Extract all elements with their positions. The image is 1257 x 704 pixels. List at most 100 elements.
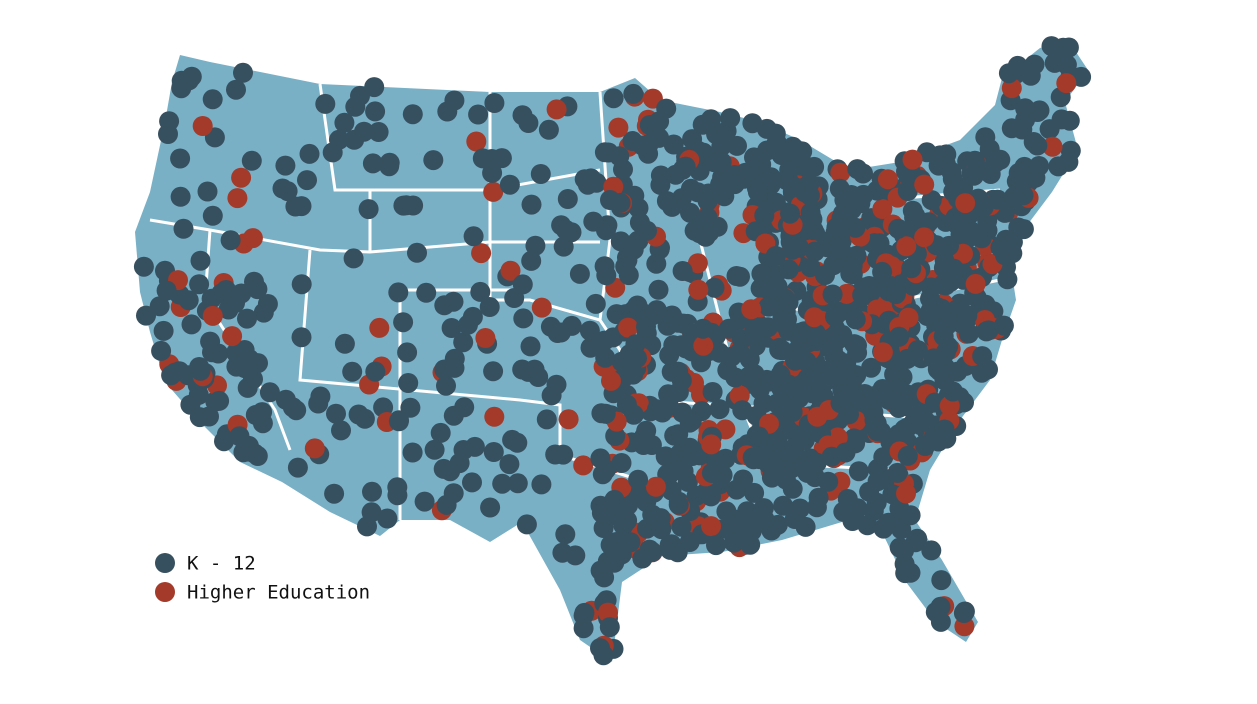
location-dot: [701, 516, 722, 537]
location-dot: [170, 186, 191, 207]
location-dot: [159, 111, 180, 132]
location-dot: [682, 446, 703, 466]
location-dot: [732, 400, 753, 421]
location-dot: [885, 284, 906, 305]
location-dot: [599, 617, 620, 638]
location-dot: [754, 205, 775, 226]
location-dots: [133, 36, 1092, 666]
location-dot: [291, 274, 312, 295]
location-dot: [222, 326, 243, 347]
location-dot: [287, 457, 308, 478]
location-dot: [897, 181, 918, 201]
location-dot: [299, 143, 320, 164]
location-dot: [136, 305, 156, 326]
location-dot: [671, 516, 692, 537]
location-dot: [818, 471, 839, 492]
location-dot: [577, 174, 598, 195]
location-dot: [546, 99, 567, 120]
location-dot: [770, 364, 791, 385]
location-dot: [744, 147, 764, 168]
location-dot: [824, 345, 845, 366]
location-dot: [453, 332, 474, 353]
location-dot: [627, 295, 648, 316]
location-dot: [458, 314, 478, 335]
location-dot: [530, 164, 551, 184]
location-dot: [710, 174, 731, 195]
location-dot: [804, 241, 825, 262]
location-dot: [484, 93, 505, 113]
location-dot: [521, 250, 542, 271]
location-dot: [611, 351, 632, 372]
location-dot: [475, 328, 496, 348]
location-dot: [894, 540, 914, 561]
location-dot: [930, 611, 951, 632]
location-dot: [822, 284, 843, 305]
location-dot: [618, 317, 639, 338]
location-dot: [1012, 119, 1033, 140]
location-dot: [173, 218, 194, 239]
location-dot: [898, 307, 919, 328]
location-dot: [701, 486, 721, 507]
location-dot: [443, 291, 464, 312]
location-dot: [471, 243, 492, 264]
location-dot: [466, 131, 487, 152]
location-dot: [257, 294, 278, 314]
location-dot: [368, 122, 389, 142]
location-dot: [778, 259, 799, 280]
location-dot: [585, 293, 606, 314]
location-dot: [651, 519, 672, 540]
location-dot: [636, 316, 656, 337]
location-dot: [902, 200, 923, 221]
location-dot: [601, 370, 621, 391]
location-dot: [953, 603, 974, 623]
location-dot: [825, 306, 845, 327]
location-dot: [697, 207, 718, 228]
location-dot: [590, 448, 611, 469]
location-dot: [297, 170, 317, 191]
location-dot: [430, 422, 451, 443]
location-dot: [512, 105, 533, 126]
location-dot: [211, 283, 232, 304]
location-dot: [605, 426, 626, 446]
location-dot: [593, 645, 614, 666]
location-dot: [932, 274, 953, 295]
location-dot: [972, 346, 993, 367]
location-dot: [202, 205, 223, 226]
location-dot: [151, 340, 172, 361]
location-dot: [902, 149, 923, 170]
location-dot: [773, 495, 794, 516]
location-dot: [315, 93, 336, 114]
location-dot: [914, 227, 935, 248]
location-dot: [808, 487, 829, 508]
location-dot: [872, 199, 893, 219]
location-dot: [680, 202, 700, 223]
location-dot: [387, 477, 408, 498]
location-dot: [780, 203, 800, 224]
location-dot: [744, 321, 765, 342]
location-dot: [668, 382, 689, 402]
location-dot: [190, 250, 211, 271]
location-dot: [900, 562, 921, 583]
location-dot: [241, 150, 262, 171]
location-dot: [943, 381, 963, 402]
location-dot: [242, 228, 263, 249]
location-dot: [711, 136, 732, 157]
location-dot: [233, 442, 254, 463]
location-dot: [275, 155, 296, 176]
location-dot: [1002, 243, 1023, 264]
location-dot: [802, 209, 823, 230]
location-dot: [579, 320, 600, 341]
location-dot: [1027, 135, 1048, 156]
location-dot: [957, 305, 978, 326]
location-dot: [573, 455, 594, 476]
location-dot: [275, 389, 296, 410]
location-dot: [889, 326, 910, 347]
location-dot: [652, 402, 673, 423]
location-dot: [973, 197, 994, 218]
location-dot: [729, 342, 750, 363]
location-dot: [190, 360, 211, 381]
location-dot: [693, 318, 713, 339]
location-dot: [875, 387, 896, 408]
location-dot: [914, 174, 935, 195]
location-dot: [396, 195, 417, 216]
